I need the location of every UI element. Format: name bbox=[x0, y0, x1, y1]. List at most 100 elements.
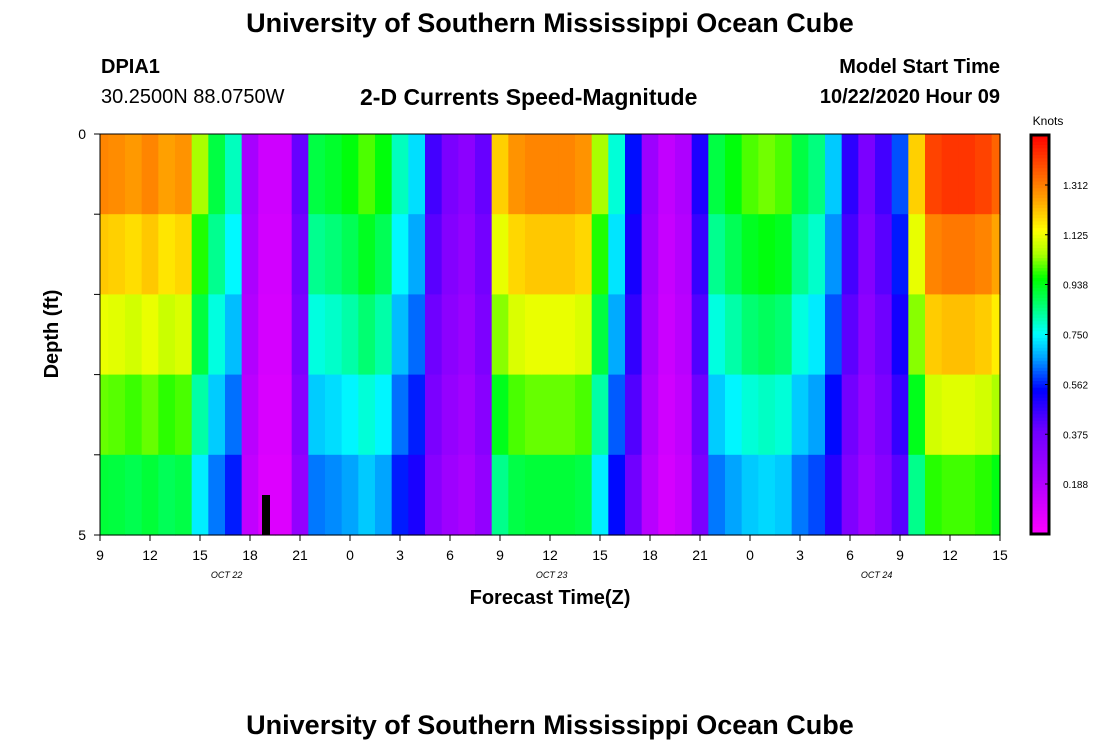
heatmap-cell bbox=[491, 374, 509, 456]
x-tick-label: 21 bbox=[692, 547, 708, 563]
colorbar-segment bbox=[1031, 317, 1049, 322]
colorbar-tick-label: 0.938 bbox=[1063, 280, 1088, 291]
heatmap-cell bbox=[841, 214, 859, 295]
heatmap-cell bbox=[100, 454, 109, 536]
colorbar-segment bbox=[1031, 507, 1049, 512]
heatmap-cell bbox=[141, 374, 159, 456]
page-title: University of Southern Mississippi Ocean… bbox=[246, 8, 854, 38]
heatmap-cell bbox=[458, 134, 476, 215]
heatmap-cell bbox=[441, 454, 459, 536]
heatmap-cell bbox=[408, 134, 426, 215]
colorbar-segment bbox=[1031, 231, 1049, 236]
heatmap-cell bbox=[708, 454, 726, 536]
colorbar-tick-label: 0.750 bbox=[1063, 331, 1088, 342]
heatmap-cell bbox=[525, 294, 543, 376]
colorbar-segment bbox=[1031, 371, 1049, 375]
heatmap-cell bbox=[458, 374, 476, 456]
heatmap-cell bbox=[791, 134, 809, 215]
colorbar-segment bbox=[1031, 261, 1049, 266]
colorbar-segment bbox=[1031, 410, 1049, 415]
heatmap-cell bbox=[191, 294, 209, 376]
heatmap-cell bbox=[741, 214, 759, 295]
heatmap-cell bbox=[725, 134, 743, 215]
colorbar-segment bbox=[1031, 467, 1049, 472]
colorbar-segment bbox=[1031, 144, 1049, 149]
heatmap-cell bbox=[408, 214, 426, 295]
heatmap-cell bbox=[625, 454, 643, 536]
heatmap-cell bbox=[241, 214, 259, 295]
heatmap-cell bbox=[175, 294, 193, 376]
heatmap-cell bbox=[125, 374, 143, 456]
colorbar-tick-label: 0.375 bbox=[1063, 430, 1088, 441]
heatmap-cell bbox=[691, 134, 709, 215]
heatmap-cell bbox=[308, 374, 326, 456]
heatmap-cell bbox=[808, 294, 826, 376]
colorbar-segment bbox=[1031, 307, 1049, 312]
colorbar-segment bbox=[1031, 417, 1049, 422]
colorbar-segment bbox=[1031, 474, 1049, 479]
heatmap-cell bbox=[241, 294, 259, 376]
colorbar-segment bbox=[1031, 414, 1049, 419]
heatmap-cell bbox=[100, 134, 109, 215]
colorbar-segment bbox=[1031, 364, 1049, 369]
heatmap-cell bbox=[441, 134, 459, 215]
heatmap-cell bbox=[575, 454, 593, 536]
colorbar-segment bbox=[1031, 341, 1049, 346]
colorbar-segment bbox=[1031, 161, 1049, 166]
heatmap-cell bbox=[291, 214, 309, 295]
colorbar-segment bbox=[1031, 168, 1049, 173]
colorbar-segment bbox=[1031, 174, 1049, 179]
heatmap-cell bbox=[475, 134, 493, 215]
heatmap-cell bbox=[975, 454, 993, 536]
heatmap-cell bbox=[208, 374, 226, 456]
heatmap-cell bbox=[691, 294, 709, 376]
heatmap-cell bbox=[691, 214, 709, 295]
colorbar-segment bbox=[1031, 214, 1049, 219]
heatmap-cell bbox=[358, 214, 376, 295]
colorbar-segment bbox=[1031, 211, 1049, 216]
heatmap-cell bbox=[808, 374, 826, 456]
colorbar-segment bbox=[1031, 497, 1049, 502]
heatmap-cell bbox=[875, 294, 893, 376]
heatmap-cell bbox=[291, 294, 309, 376]
colorbar-segment bbox=[1031, 301, 1049, 306]
heatmap-cell bbox=[391, 374, 409, 456]
heatmap-cell bbox=[408, 294, 426, 376]
colorbar-segment bbox=[1031, 321, 1049, 326]
heatmap-cell bbox=[591, 454, 609, 536]
heatmap-cell bbox=[975, 374, 993, 456]
heatmap-cell bbox=[891, 454, 909, 536]
heatmap-cell bbox=[375, 134, 393, 215]
heatmap-cell bbox=[408, 454, 426, 536]
heatmap-cell bbox=[608, 134, 626, 215]
heatmap-cell bbox=[441, 294, 459, 376]
heatmap-cell bbox=[741, 134, 759, 215]
colorbar-segment bbox=[1031, 148, 1049, 153]
date-label: OCT 22 bbox=[211, 570, 243, 580]
colorbar-segment bbox=[1031, 527, 1049, 532]
colorbar-segment bbox=[1031, 244, 1049, 249]
colorbar-segment bbox=[1031, 524, 1049, 528]
heatmap-cell bbox=[975, 294, 993, 376]
colorbar-segment bbox=[1031, 510, 1049, 515]
heatmap-cell bbox=[341, 294, 359, 376]
heatmap-cell bbox=[725, 214, 743, 295]
colorbar-segment bbox=[1031, 287, 1049, 292]
colorbar-segment bbox=[1031, 271, 1049, 276]
colorbar-tick-label: 0.188 bbox=[1063, 480, 1088, 491]
heatmap-cell bbox=[108, 294, 126, 376]
heatmap-cell bbox=[791, 214, 809, 295]
heatmap-cell bbox=[941, 454, 959, 536]
x-tick-label: 3 bbox=[396, 547, 404, 563]
heatmap-cell bbox=[925, 294, 943, 376]
heatmap-cell bbox=[108, 214, 126, 295]
heatmap-cell bbox=[358, 134, 376, 215]
heatmap-cell bbox=[908, 294, 926, 376]
footer-title: University of Southern Mississippi Ocean… bbox=[246, 710, 854, 740]
colorbar-segment bbox=[1031, 324, 1049, 329]
colorbar-segment bbox=[1031, 241, 1049, 246]
colorbar-tick-label: 1.312 bbox=[1063, 181, 1088, 192]
colorbar-segment bbox=[1031, 221, 1049, 226]
heatmap-cell bbox=[858, 134, 876, 215]
colorbar-segment bbox=[1031, 381, 1049, 385]
